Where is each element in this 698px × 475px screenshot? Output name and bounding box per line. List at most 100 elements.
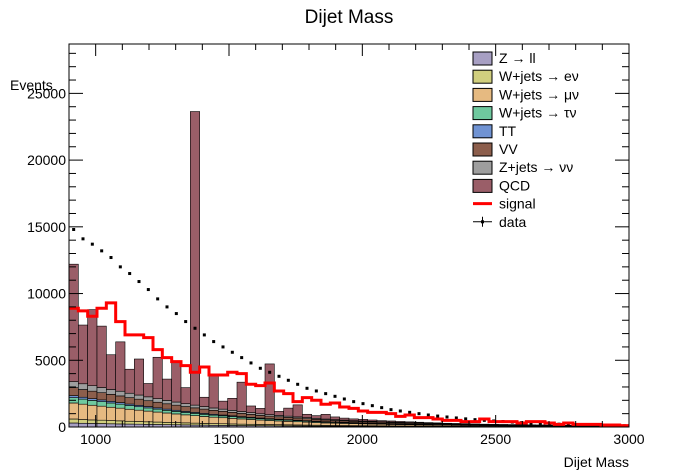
chart-title: Dijet Mass	[305, 7, 394, 28]
data-point-27	[324, 392, 328, 396]
bar-7-29	[339, 417, 350, 421]
y-tick-label-25000: 25000	[27, 85, 66, 101]
bar-1-7	[134, 421, 144, 425]
data-point-18	[240, 356, 244, 360]
bar-7-32	[367, 419, 378, 422]
bar-6-6	[124, 392, 135, 398]
data-point-25	[305, 386, 309, 390]
bar-7-18	[236, 381, 247, 412]
bar-5-13	[190, 407, 200, 413]
bar-5-0	[68, 387, 79, 396]
bar-2-5	[115, 407, 126, 422]
data-point-16	[221, 345, 225, 349]
bar-2-24	[292, 421, 303, 426]
bar-7-3	[96, 325, 107, 388]
bar-6-9	[152, 398, 163, 403]
data-point-21	[268, 370, 272, 374]
data-point-12	[184, 320, 188, 324]
data-point-50	[538, 421, 542, 425]
legend-label-2: W+jets → μν	[499, 86, 579, 102]
bar-6-11	[171, 401, 182, 406]
bar-5-20	[255, 415, 266, 419]
bar-7-0	[68, 263, 79, 382]
bar-6-14	[199, 406, 210, 410]
bar-5-6	[124, 397, 135, 405]
bar-7-33	[376, 420, 387, 422]
bar-6-7	[134, 394, 144, 400]
bar-1-0	[68, 418, 79, 424]
bar-5-3	[96, 392, 107, 401]
bar-6-10	[162, 400, 172, 405]
bar-1-11	[171, 422, 182, 426]
y-axis-ticks: 0 5000 10000 15000 20000 25000	[27, 52, 629, 435]
legend-swatch-4	[472, 124, 493, 139]
x-tick-label-3000: 3000	[613, 431, 644, 447]
x-axis-label: Dijet Mass	[564, 454, 629, 470]
plot-frame	[68, 43, 630, 428]
bar-2-14	[199, 416, 210, 424]
data-point-5	[118, 265, 122, 269]
bar-2-0	[68, 402, 79, 420]
data-point-36	[408, 410, 412, 414]
bar-7-4	[106, 354, 116, 390]
bar-7-16	[218, 400, 228, 410]
data-point-9	[156, 297, 160, 301]
data-point-31	[361, 402, 365, 406]
x-axis-ticks: 1000 1500 2000 2500 3000	[68, 44, 645, 447]
data-point-28	[333, 394, 337, 398]
bar-2-11	[171, 413, 182, 423]
data-point-40	[445, 415, 449, 419]
data-point-24	[296, 382, 300, 386]
legend-label-6: Z+jets → νν	[499, 159, 573, 175]
bar-3-12	[180, 412, 191, 416]
legend-swatch-0	[472, 51, 493, 66]
bar-2-3	[96, 405, 107, 421]
bar-6-4	[106, 389, 116, 395]
bar-2-1	[78, 403, 88, 420]
legend-swatch-3	[472, 106, 493, 121]
data-point-6	[128, 272, 132, 276]
data-point-26	[314, 389, 318, 393]
bar-5-10	[162, 403, 172, 410]
y-tick-label-5000: 5000	[35, 352, 66, 368]
bar-7-17	[227, 398, 238, 411]
bar-7-13	[190, 111, 200, 406]
bar-5-2	[87, 390, 98, 399]
x-tick-label-1500: 1500	[213, 431, 244, 447]
bar-5-5	[115, 395, 126, 403]
bar-2-29	[339, 423, 350, 426]
legend-label-4: TT	[499, 123, 517, 139]
legend: Z → ll W+jets → eν W+jets → μν W+jets → τν T…	[472, 50, 579, 230]
bar-7-36	[404, 421, 415, 423]
bar-2-25	[302, 421, 312, 426]
bar-5-21	[264, 415, 275, 419]
data-point-4	[109, 256, 113, 260]
legend-swatch-1	[472, 69, 493, 84]
bar-7-39	[432, 422, 443, 424]
bar-5-12	[180, 406, 191, 412]
legend-swatch-7	[472, 178, 493, 193]
bar-2-6	[124, 408, 135, 422]
bar-2-19	[246, 419, 256, 425]
bar-0-1	[78, 422, 88, 428]
data-point-10	[165, 305, 169, 309]
data-point-11	[174, 312, 178, 316]
data-point-39	[436, 414, 440, 418]
bar-6-5	[115, 390, 126, 397]
bar-3-3	[96, 401, 107, 407]
bar-1-9	[152, 421, 163, 425]
data-point-32	[370, 404, 374, 408]
bar-2-26	[311, 422, 322, 426]
bar-5-14	[199, 408, 210, 414]
bar-7-34	[386, 420, 396, 423]
bar-5-19	[246, 414, 256, 418]
bar-6-1	[78, 383, 88, 390]
data-point-7	[137, 280, 141, 284]
bar-7-26	[311, 415, 322, 419]
bar-7-25	[302, 413, 312, 418]
bar-7-31	[358, 419, 368, 422]
x-tick-label-2000: 2000	[347, 431, 378, 447]
legend-label-7: QCD	[499, 177, 530, 193]
data-point-0	[72, 227, 76, 231]
bar-7-12	[180, 387, 191, 404]
